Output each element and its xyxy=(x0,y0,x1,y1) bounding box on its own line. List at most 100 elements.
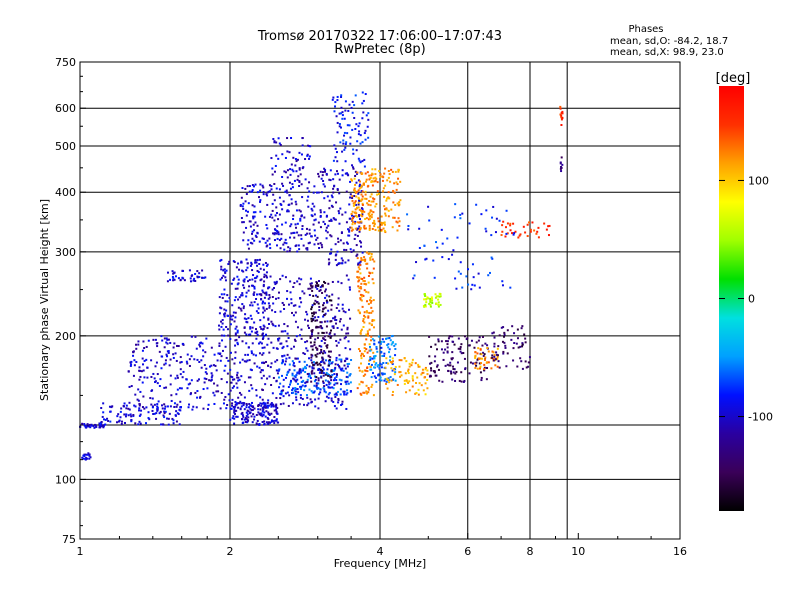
data-point xyxy=(303,353,306,356)
data-point xyxy=(322,371,325,374)
data-point xyxy=(459,217,462,220)
data-point xyxy=(479,371,482,374)
data-point xyxy=(340,328,343,331)
data-point xyxy=(267,411,270,414)
data-point xyxy=(305,310,308,313)
data-point xyxy=(266,343,269,346)
data-point xyxy=(328,261,331,264)
data-point xyxy=(261,237,264,240)
data-point xyxy=(364,172,367,175)
data-point xyxy=(258,196,261,199)
data-point xyxy=(130,363,133,366)
data-point xyxy=(359,297,362,300)
data-point xyxy=(334,318,337,321)
data-point xyxy=(319,242,322,245)
data-point xyxy=(411,385,414,388)
data-point xyxy=(127,370,130,373)
data-point xyxy=(140,409,143,412)
data-point xyxy=(439,295,442,298)
data-point xyxy=(460,371,463,374)
data-point xyxy=(345,248,348,251)
data-point xyxy=(357,196,360,199)
data-point xyxy=(202,349,205,352)
data-point xyxy=(399,199,402,202)
data-point xyxy=(301,228,304,231)
data-point xyxy=(270,362,273,365)
data-point xyxy=(373,360,376,363)
data-point xyxy=(516,328,519,331)
data-point xyxy=(100,407,103,410)
data-point xyxy=(324,351,327,354)
data-point xyxy=(95,425,98,428)
data-point xyxy=(346,132,349,135)
data-point xyxy=(318,290,321,293)
data-point xyxy=(259,396,262,399)
data-point xyxy=(335,322,338,325)
data-point xyxy=(474,354,477,357)
data-point xyxy=(178,387,181,390)
data-point xyxy=(250,301,253,304)
data-point xyxy=(319,388,322,391)
data-point xyxy=(255,236,258,239)
data-point xyxy=(332,96,335,99)
data-point xyxy=(242,202,245,205)
data-point xyxy=(407,381,410,384)
data-point xyxy=(373,375,376,378)
data-point xyxy=(256,191,259,194)
data-point xyxy=(263,420,266,423)
data-point xyxy=(278,337,281,340)
data-point xyxy=(369,257,372,260)
data-point xyxy=(434,374,437,377)
data-point xyxy=(340,232,343,235)
data-point xyxy=(275,211,278,214)
data-point xyxy=(86,423,89,426)
data-point xyxy=(326,320,329,323)
data-point xyxy=(268,322,271,325)
data-point xyxy=(279,143,282,146)
data-point xyxy=(260,413,263,416)
data-point xyxy=(325,294,328,297)
data-point xyxy=(277,369,280,372)
data-point xyxy=(351,111,354,114)
data-point xyxy=(295,160,298,163)
data-point xyxy=(360,186,363,189)
data-point xyxy=(336,121,339,124)
data-point xyxy=(390,343,393,346)
data-point xyxy=(327,354,330,357)
data-point xyxy=(444,348,447,351)
data-point xyxy=(326,346,329,349)
data-point xyxy=(349,248,352,251)
data-point xyxy=(448,364,451,367)
data-point xyxy=(323,388,326,391)
data-point xyxy=(210,378,213,381)
data-point xyxy=(286,325,289,328)
data-point xyxy=(403,379,406,382)
data-point xyxy=(498,334,501,337)
data-point xyxy=(132,374,135,377)
data-point xyxy=(280,203,283,206)
data-point xyxy=(278,376,281,379)
data-point xyxy=(365,197,368,200)
data-point xyxy=(309,335,312,338)
data-point xyxy=(357,270,360,273)
data-point xyxy=(360,330,363,333)
data-point xyxy=(474,362,477,365)
data-point xyxy=(397,169,400,172)
data-point xyxy=(338,309,341,312)
data-point xyxy=(265,360,268,363)
data-point xyxy=(138,407,141,410)
data-point xyxy=(435,302,438,305)
data-point xyxy=(300,376,303,379)
data-point xyxy=(224,300,227,303)
data-point xyxy=(228,399,231,402)
data-point xyxy=(210,372,213,375)
data-point xyxy=(357,192,360,195)
data-point xyxy=(375,380,378,383)
data-point xyxy=(286,345,289,348)
data-point xyxy=(276,347,279,350)
data-point xyxy=(158,412,161,415)
plot-border xyxy=(79,61,681,540)
data-point xyxy=(132,354,135,357)
data-point xyxy=(246,359,249,362)
data-point xyxy=(107,419,110,422)
